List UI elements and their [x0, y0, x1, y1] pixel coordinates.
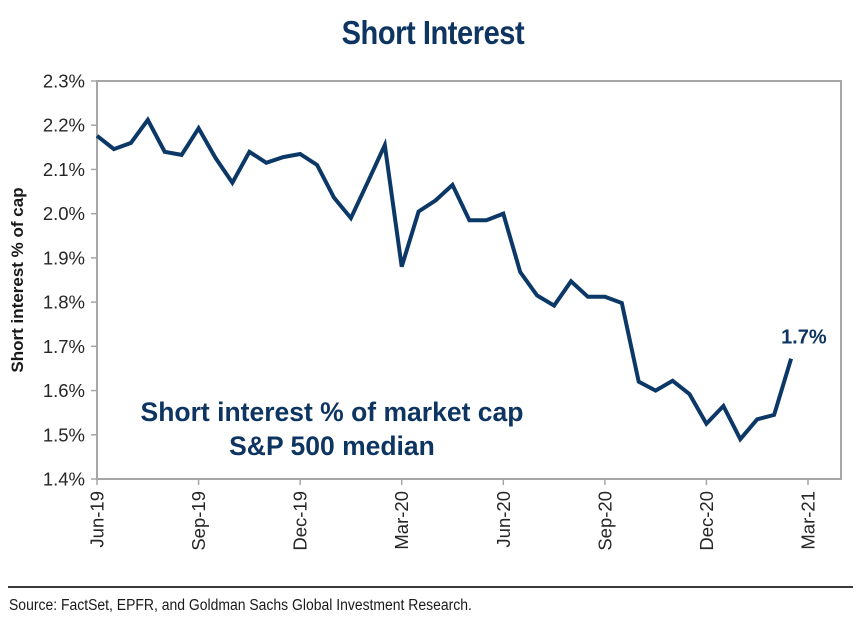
y-tick-label: 1.9%	[43, 247, 85, 268]
data-point	[383, 143, 387, 147]
data-point	[755, 417, 759, 421]
series-group	[95, 116, 794, 443]
x-tick-label: Dec-20	[696, 491, 717, 551]
data-point	[535, 294, 539, 298]
y-tick-label: 1.7%	[43, 336, 85, 357]
series-annotation-line-1: Short interest % of market cap	[141, 397, 524, 427]
data-point	[586, 295, 590, 299]
data-point	[315, 163, 319, 167]
data-point	[281, 155, 285, 159]
data-point	[552, 304, 556, 308]
data-point	[738, 437, 742, 441]
x-tick-label: Sep-20	[594, 491, 615, 551]
data-point	[366, 180, 370, 184]
x-tick-label: Mar-21	[797, 491, 818, 550]
x-axis: Jun-19 Sep-19 Dec-19 Mar-20 Jun-20 Sep-20 Dec-…	[86, 479, 818, 551]
x-tick-label: Jun-20	[493, 491, 514, 548]
data-point	[671, 379, 675, 383]
data-point	[95, 134, 99, 138]
data-point	[180, 153, 184, 157]
chart-title: Short Interest	[341, 14, 525, 51]
data-point	[518, 270, 522, 274]
series-annotation-line-2: S&P 500 median	[229, 431, 435, 461]
data-point	[247, 150, 251, 154]
data-point	[417, 210, 421, 214]
plot-frame	[96, 80, 842, 480]
plot-border	[96, 80, 842, 480]
y-tick-label: 2.2%	[43, 115, 85, 136]
data-point	[349, 216, 353, 220]
x-tick-label: Sep-19	[188, 491, 209, 551]
footer-divider	[8, 586, 853, 588]
data-point	[704, 422, 708, 426]
data-point	[603, 295, 607, 299]
data-point	[163, 150, 167, 154]
data-point	[434, 198, 438, 202]
data-point	[654, 389, 658, 393]
data-point	[230, 181, 234, 185]
y-axis: 1.4% 1.5% 1.6% 1.7% 1.8% 1.9% 2.0% 2.1% 2.2% 2.3%	[43, 71, 97, 490]
data-point	[637, 380, 641, 384]
data-point	[197, 126, 201, 130]
x-tick-label: Dec-19	[290, 491, 311, 551]
data-point	[129, 141, 133, 145]
data-point	[264, 161, 268, 165]
data-point	[332, 196, 336, 200]
data-point	[772, 413, 776, 417]
data-point	[789, 357, 793, 361]
y-tick-label: 1.6%	[43, 380, 85, 401]
data-point	[214, 156, 218, 160]
y-tick-label: 1.4%	[43, 469, 85, 490]
x-tick-label: Mar-20	[391, 491, 412, 550]
data-point	[112, 147, 116, 151]
data-point	[688, 392, 692, 396]
y-tick-label: 2.0%	[43, 203, 85, 224]
series-line	[95, 116, 794, 443]
y-tick-label: 2.1%	[43, 159, 85, 180]
source-note: Source: FactSet, EPFR, and Goldman Sachs…	[9, 597, 472, 614]
data-point	[721, 404, 725, 408]
data-point	[451, 183, 455, 187]
data-point	[298, 152, 302, 156]
data-point	[484, 218, 488, 222]
data-point	[400, 265, 404, 269]
last-value-annotation: 1.7%	[781, 327, 827, 349]
data-point	[501, 212, 505, 216]
data-point	[620, 301, 624, 305]
y-tick-label: 2.3%	[43, 71, 85, 92]
data-point	[569, 279, 573, 283]
y-tick-label: 1.5%	[43, 424, 85, 445]
data-point	[467, 218, 471, 222]
data-point	[146, 118, 150, 122]
y-tick-label: 1.8%	[43, 292, 85, 313]
y-axis-label: Short interest % of cap	[8, 187, 27, 372]
x-tick-label: Jun-19	[86, 491, 107, 548]
